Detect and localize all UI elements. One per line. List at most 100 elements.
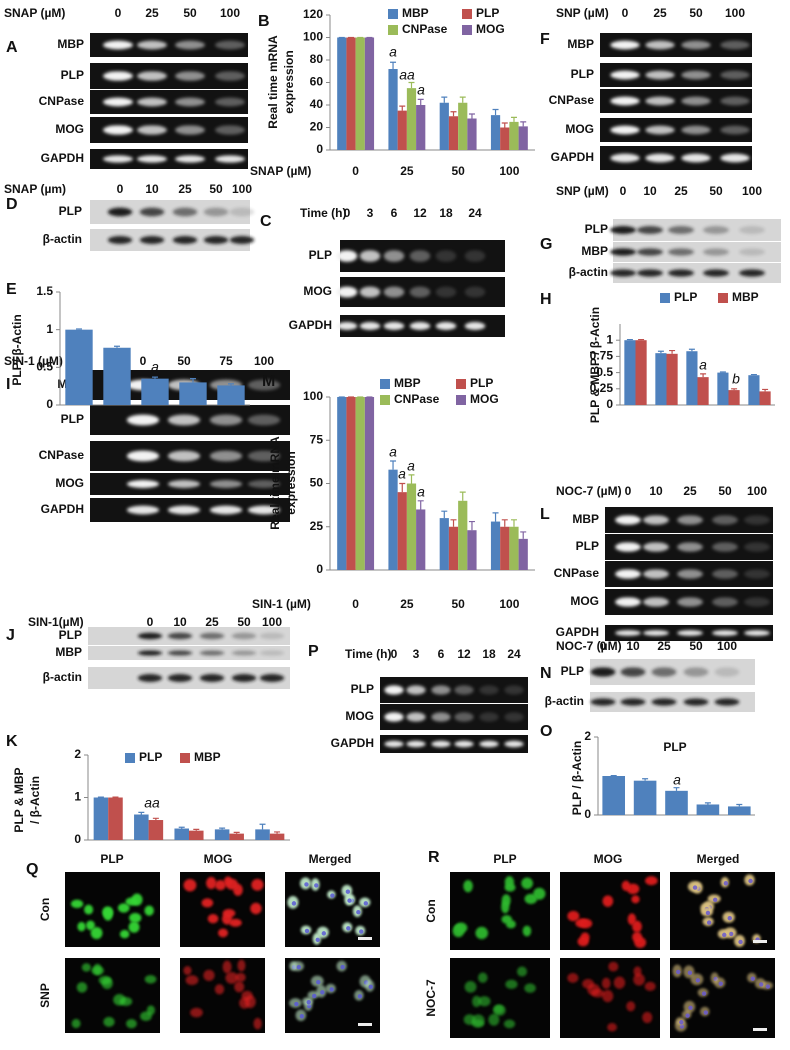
band: [739, 269, 765, 277]
cell: [644, 981, 656, 992]
cell: [250, 902, 262, 915]
band: [681, 153, 711, 163]
bar: [509, 121, 519, 150]
legend-swatch: [388, 25, 398, 35]
band: [167, 650, 193, 656]
bar: [364, 397, 375, 570]
band: [681, 125, 711, 135]
cell: [579, 918, 593, 929]
row-label: CNPase: [39, 94, 85, 108]
bar: [355, 397, 365, 570]
cell: [84, 904, 94, 915]
panel-letter: H: [540, 291, 552, 308]
annotation: a: [417, 484, 425, 500]
row-label: PLP: [561, 664, 584, 678]
cell: [144, 974, 157, 984]
y-tick-label: 60: [310, 75, 324, 89]
cell: [602, 895, 614, 907]
bar: [416, 105, 426, 150]
chart-title: PLP: [663, 740, 686, 754]
x-tick-label: 0: [352, 597, 359, 611]
error-bar: [642, 778, 649, 781]
band: [615, 630, 641, 636]
lane-label: 50: [237, 615, 251, 629]
cell: [626, 1001, 636, 1012]
cell: [488, 1013, 500, 1026]
band: [615, 569, 641, 579]
band: [744, 542, 770, 552]
error-bar: [152, 376, 158, 379]
error-bar: [138, 811, 145, 815]
cell: [567, 973, 579, 983]
lane-label: 24: [468, 206, 482, 220]
nucleus: [723, 881, 729, 886]
lane-label: 10: [173, 615, 187, 629]
cell: [129, 912, 142, 923]
bar: [633, 780, 657, 815]
y-tick-label: 25: [310, 519, 324, 533]
cell: [119, 929, 130, 939]
error-bar: [501, 519, 508, 527]
column-header: PLP: [100, 852, 123, 866]
legend-label: PLP: [139, 750, 162, 764]
panel-letter: N: [540, 665, 552, 682]
band: [137, 674, 163, 682]
bar: [346, 397, 356, 570]
y-tick-label: 1.5: [36, 284, 53, 298]
error-bar: [688, 348, 695, 352]
band: [107, 207, 133, 217]
cell: [631, 895, 640, 904]
cell: [633, 966, 642, 977]
row-label: MOG: [570, 594, 599, 608]
error-bar: [76, 328, 82, 330]
lane-label: 50: [689, 639, 703, 653]
lane-header: Time (h): [345, 647, 391, 661]
band: [247, 505, 281, 515]
lane-label: 12: [413, 206, 427, 220]
nucleus: [688, 1005, 693, 1010]
band: [720, 40, 750, 50]
lane-label: 0: [391, 647, 398, 661]
band: [677, 515, 703, 525]
lane-label: 0: [140, 354, 147, 368]
row-label: GAPDH: [331, 736, 374, 750]
row-label: PLP: [59, 204, 82, 218]
lane-label: 100: [254, 354, 274, 368]
cell: [70, 899, 84, 909]
error-bar: [417, 98, 424, 105]
error-bar: [700, 373, 707, 378]
row-label: MOG: [55, 122, 84, 136]
lane-header: SNAP (µm): [4, 182, 66, 196]
lane-label: 0: [147, 615, 154, 629]
bar: [388, 469, 398, 570]
band: [103, 125, 133, 135]
bar: [490, 521, 501, 570]
nucleus: [299, 1014, 305, 1019]
annotation: aa: [399, 67, 415, 83]
error-bar: [520, 531, 527, 539]
nucleus: [363, 901, 369, 906]
lane-header: SNP (µM): [556, 6, 609, 20]
error-bar: [468, 113, 475, 119]
nucleus: [706, 920, 712, 925]
row-label: GAPDH: [556, 625, 599, 639]
lane-label: 0: [600, 639, 607, 653]
lane-label: 25: [657, 639, 671, 653]
annotation: a: [389, 44, 397, 60]
nucleus: [357, 994, 363, 999]
annotation: a: [417, 82, 425, 98]
band: [384, 740, 404, 748]
cell: [85, 920, 95, 931]
lane-label: 100: [220, 6, 240, 20]
bar: [269, 833, 285, 840]
band: [139, 236, 165, 244]
column-header: Merged: [309, 852, 352, 866]
band: [720, 125, 750, 135]
band: [383, 322, 405, 330]
bar: [748, 375, 760, 405]
lane-label: 0: [344, 206, 351, 220]
band: [137, 71, 167, 81]
cell: [463, 879, 473, 893]
cell: [103, 1016, 115, 1027]
lane-label: 10: [626, 639, 640, 653]
